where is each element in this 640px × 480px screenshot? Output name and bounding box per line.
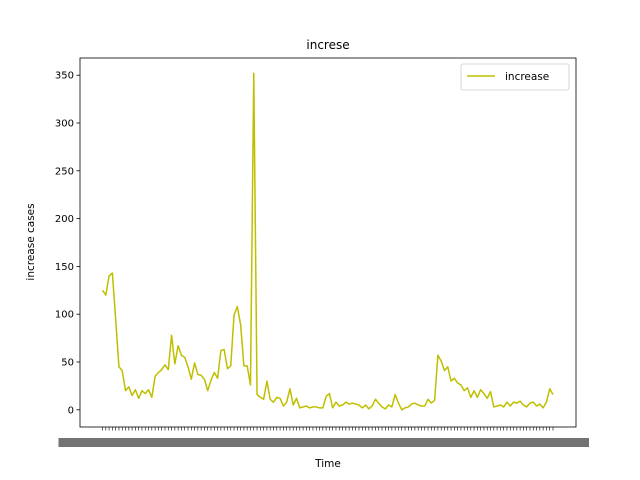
y-axis-label: increase cases xyxy=(25,203,37,280)
y-tick-label: 250 xyxy=(55,166,74,177)
axes-frame xyxy=(79,57,577,428)
y-tick-label: 300 xyxy=(55,119,74,130)
y-tick-label: 350 xyxy=(55,71,74,82)
legend: increase xyxy=(460,63,570,91)
y-tick-label: 150 xyxy=(55,262,74,273)
y-axis: 0 50 100 150 200 250 300 350 xyxy=(55,71,80,416)
legend-box xyxy=(460,63,570,91)
chart-title: increse xyxy=(306,38,349,52)
y-tick-label: 0 xyxy=(68,405,74,416)
legend-label-increase: increase xyxy=(505,71,549,83)
y-tick-label: 200 xyxy=(55,214,74,225)
x-axis-label: Time xyxy=(314,458,341,470)
series-layer xyxy=(101,72,554,411)
series-line-increase xyxy=(101,72,554,411)
y-tick-label: 50 xyxy=(61,357,74,368)
x-axis xyxy=(58,427,589,447)
x-tick-labels-overlapping xyxy=(58,438,589,447)
plot-area: 0 50 100 150 200 250 300 350 xyxy=(55,57,589,447)
y-tick-label: 100 xyxy=(55,310,74,321)
